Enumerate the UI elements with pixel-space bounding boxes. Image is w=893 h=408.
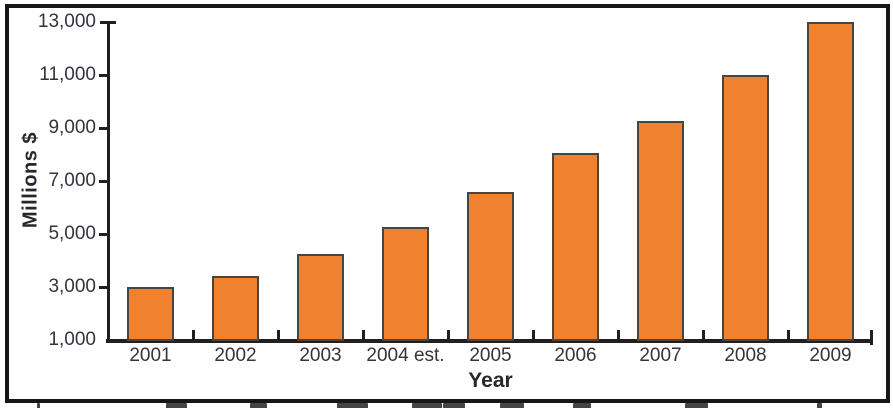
x-axis-end-cap bbox=[870, 330, 873, 345]
bar-2004-est- bbox=[382, 227, 429, 341]
bar-2009 bbox=[807, 22, 854, 341]
bar-2006 bbox=[552, 153, 599, 341]
cropped-text-remnant-3 bbox=[337, 403, 368, 408]
y-axis-tick-7000 bbox=[99, 179, 109, 183]
x-category-label-2004: 2004 est. bbox=[366, 345, 445, 366]
x-axis-tick-5 bbox=[532, 330, 535, 343]
bar-2008 bbox=[722, 75, 769, 341]
cropped-text-remnant-1 bbox=[166, 403, 187, 408]
x-axis-tick-8 bbox=[787, 330, 790, 343]
cropped-text-remnant-4 bbox=[412, 403, 442, 408]
x-category-label-2008: 2008 bbox=[724, 345, 767, 366]
x-category-label-2005: 2005 bbox=[469, 345, 512, 366]
bar-2003 bbox=[297, 253, 344, 341]
cropped-text-remnant-5 bbox=[443, 403, 465, 408]
bar-2005 bbox=[467, 191, 514, 341]
cropped-text-remnant-2 bbox=[250, 403, 267, 408]
x-axis-tick-6 bbox=[617, 330, 620, 343]
bar-2007 bbox=[637, 121, 684, 341]
y-tick-label-3000: 3,000 bbox=[48, 276, 96, 297]
y-tick-label-9000: 9,000 bbox=[48, 117, 96, 138]
y-axis-tick-13000 bbox=[100, 20, 116, 24]
x-axis-tick-7 bbox=[702, 330, 705, 343]
y-tick-label-7000: 7,000 bbox=[48, 170, 96, 191]
x-category-label-2007: 2007 bbox=[639, 345, 682, 366]
x-category-label-2002: 2002 bbox=[214, 345, 257, 366]
y-axis-tick-11000 bbox=[99, 73, 109, 77]
x-category-label-2006: 2006 bbox=[554, 345, 597, 366]
x-axis-tick-4 bbox=[447, 330, 450, 343]
cropped-text-remnant-9 bbox=[817, 403, 822, 408]
x-axis-line bbox=[106, 339, 873, 343]
x-axis-tick-3 bbox=[362, 330, 365, 343]
y-tick-label-13000: 13,000 bbox=[37, 11, 96, 32]
y-axis-tick-3000 bbox=[99, 285, 109, 289]
x-category-label-2001: 2001 bbox=[129, 345, 172, 366]
bar-2002 bbox=[212, 276, 259, 341]
y-tick-label-1000: 1,000 bbox=[48, 329, 96, 350]
bar-2001 bbox=[127, 287, 174, 341]
x-category-label-2009: 2009 bbox=[809, 345, 852, 366]
x-axis-tick-1 bbox=[192, 330, 195, 343]
y-tick-label-5000: 5,000 bbox=[48, 223, 96, 244]
cropped-text-remnant-8 bbox=[685, 403, 708, 408]
y-axis-tick-5000 bbox=[99, 232, 109, 236]
cropped-text-remnant-7 bbox=[573, 403, 591, 408]
x-axis-tick-2 bbox=[277, 330, 280, 343]
y-tick-label-11000: 11,000 bbox=[39, 64, 96, 85]
cropped-text-remnant-0 bbox=[37, 403, 40, 408]
x-category-label-2003: 2003 bbox=[299, 345, 342, 366]
cropped-text-remnant-6 bbox=[500, 403, 524, 408]
y-axis-tick-9000 bbox=[99, 126, 109, 130]
x-axis-title: Year bbox=[468, 369, 513, 392]
